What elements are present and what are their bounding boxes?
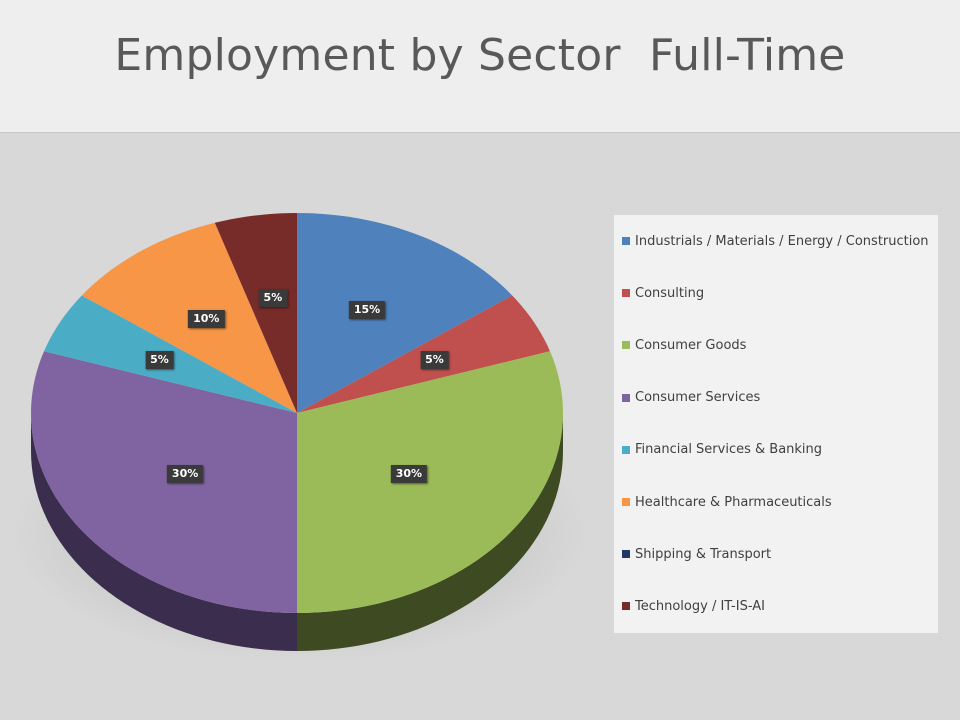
legend-swatch-4 — [622, 445, 630, 454]
legend-item-2: Consumer Goods — [622, 336, 746, 354]
legend-item-5: Healthcare & Pharmaceuticals — [622, 493, 832, 511]
legend-item-4: Financial Services & Banking — [622, 441, 822, 459]
legend-swatch-5 — [622, 498, 630, 506]
legend-label-0: Industrials / Materials / Energy / Const… — [635, 233, 929, 249]
data-label-0: 15% — [348, 300, 386, 319]
pie-slice-3[interactable] — [31, 351, 297, 613]
legend: Industrials / Materials / Energy / Const… — [614, 215, 938, 633]
data-label-4: 5% — [145, 351, 174, 370]
legend-item-1: Consulting — [622, 284, 704, 302]
legend-item-3: Consumer Services — [622, 389, 760, 407]
pie-sides — [31, 413, 563, 651]
legend-label-1: Consulting — [635, 285, 705, 301]
pie-tops — [31, 213, 563, 613]
data-label-5: 10% — [188, 310, 225, 329]
pie-slice-7[interactable] — [214, 213, 297, 413]
data-label-1: 5% — [420, 351, 449, 370]
title-band: Employment by Sector Full-Time — [0, 0, 960, 133]
pie-side-3 — [31, 413, 297, 651]
data-label-2: 30% — [390, 465, 428, 484]
chart-title: Employment by Sector Full-Time — [114, 30, 846, 81]
legend-swatch-3 — [622, 393, 630, 402]
legend-swatch-6 — [622, 550, 630, 559]
legend-swatch-1 — [622, 289, 630, 298]
legend-label-2: Consumer Goods — [635, 337, 747, 353]
legend-label-5: Healthcare & Pharmaceuticals — [635, 494, 832, 510]
legend-item-7: Technology / IT-IS-AI — [622, 597, 765, 615]
legend-label-6: Shipping & Transport — [635, 546, 772, 562]
legend-swatch-0 — [622, 237, 630, 245]
pie-slice-2[interactable] — [297, 351, 563, 613]
legend-item-6: Shipping & Transport — [622, 545, 771, 563]
pie-side-2 — [297, 413, 563, 651]
data-label-7: 5% — [258, 289, 288, 308]
legend-item-0: Industrials / Materials / Energy / Const… — [622, 232, 929, 250]
legend-label-7: Technology / IT-IS-AI — [635, 598, 765, 614]
data-label-3: 30% — [166, 465, 204, 484]
legend-swatch-7 — [622, 602, 630, 611]
legend-label-4: Financial Services & Banking — [635, 442, 823, 458]
legend-swatch-2 — [622, 341, 630, 350]
pie-slice-0[interactable] — [297, 213, 513, 413]
legend-label-3: Consumer Services — [635, 390, 761, 406]
